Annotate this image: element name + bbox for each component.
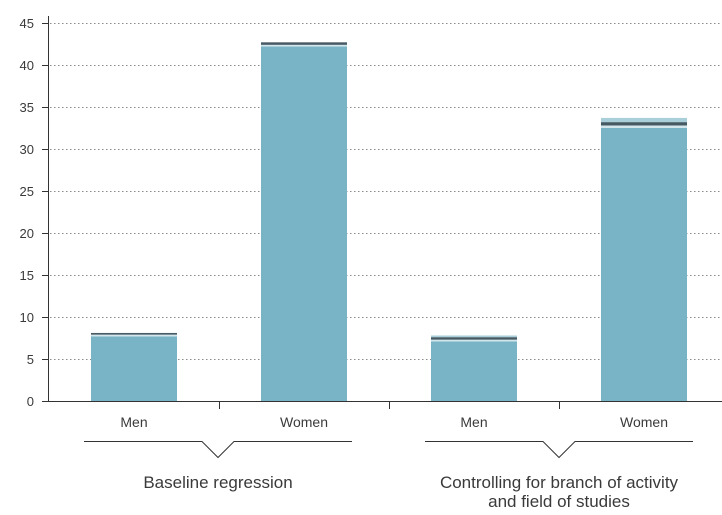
- bar-segment: [261, 44, 347, 47]
- y-tick-label: 20: [20, 226, 34, 241]
- category-label: Men: [460, 414, 487, 430]
- bar-segment: [431, 335, 517, 338]
- y-tick-label: 10: [20, 310, 34, 325]
- y-tick-label: 15: [20, 268, 34, 283]
- bar-segment: [431, 337, 517, 340]
- group-bracket: [425, 441, 693, 459]
- bar-segment: [91, 336, 177, 401]
- category-label: Men: [120, 414, 147, 430]
- bar-segment: [601, 125, 687, 128]
- bar-segment: [431, 341, 517, 401]
- group-label-line: Controlling for branch of activity: [440, 473, 679, 492]
- group-label: Baseline regression: [143, 473, 292, 492]
- bar-segment: [91, 332, 177, 335]
- bar-segment: [601, 128, 687, 401]
- category-label: Women: [280, 414, 328, 430]
- bar-segment: [601, 122, 687, 126]
- group-bracket: [84, 441, 352, 459]
- bar-segment: [261, 42, 347, 45]
- y-tick-label: 35: [20, 100, 34, 115]
- y-tick-label: 5: [27, 352, 34, 367]
- bar-segment: [601, 117, 687, 123]
- category-label: Women: [620, 414, 668, 430]
- y-tick-label: 45: [20, 16, 34, 31]
- group-label-line: and field of studies: [488, 492, 630, 510]
- bar-segment: [91, 334, 177, 337]
- y-tick-label: 0: [27, 394, 34, 409]
- bar-segment: [261, 46, 347, 402]
- bar-segment: [431, 339, 517, 342]
- y-tick-label: 40: [20, 58, 34, 73]
- y-tick-label: 25: [20, 184, 34, 199]
- y-tick-label: 30: [20, 142, 34, 157]
